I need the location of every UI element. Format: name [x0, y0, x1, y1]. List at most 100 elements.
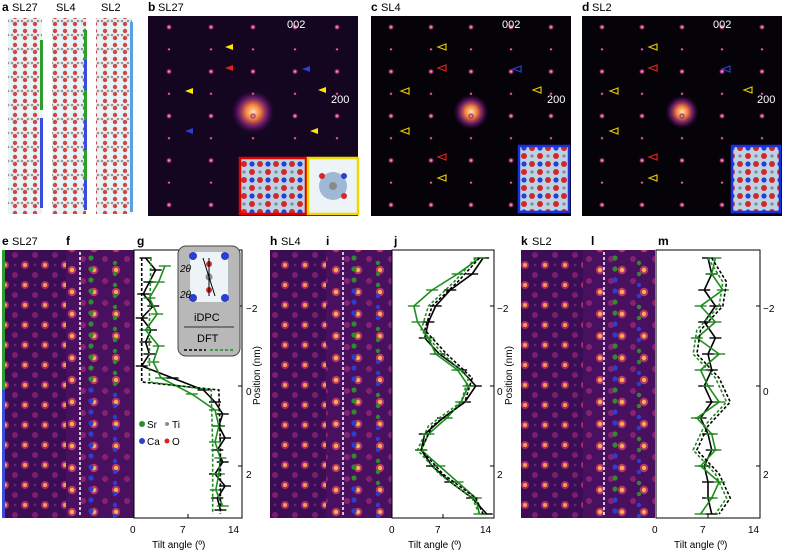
diffraction-spot — [758, 23, 766, 31]
diffraction-spot — [549, 47, 553, 52]
arrow-yellow-icon — [185, 88, 193, 94]
atom-sr — [612, 255, 618, 261]
diffraction-spot — [718, 23, 726, 31]
arrow-blue-icon — [302, 66, 310, 72]
diffraction-spot — [467, 157, 475, 164]
diffraction-spot — [389, 180, 393, 185]
atom-ca — [88, 464, 94, 470]
diffraction-spot — [467, 23, 475, 31]
diffraction-spot — [720, 47, 724, 52]
g-xlabel: Tilt angle (º) — [152, 540, 205, 551]
ylabel-position-2: Position (nm) — [504, 346, 515, 405]
panel-k-title: SL2 — [532, 236, 552, 248]
atom-ca — [636, 513, 642, 519]
diffraction-spot — [293, 91, 297, 96]
atom-sr — [351, 321, 357, 327]
panel-i-letter: i — [326, 234, 329, 248]
idpc-sl2-atoms — [612, 255, 642, 519]
atom-sr — [351, 332, 357, 338]
atom-ca — [636, 370, 642, 376]
atom-ca — [351, 486, 357, 492]
fft-sl2-center-spot — [665, 95, 699, 129]
atom-sr — [375, 326, 381, 332]
fft-sl2-label-002: 002 — [713, 19, 731, 31]
model-sl4 — [52, 18, 86, 214]
haadf-sl27 — [2, 250, 66, 518]
legend-ti-dot — [165, 422, 169, 426]
diffraction-spot — [387, 201, 395, 209]
diffraction-spot — [507, 157, 515, 164]
diffraction-spot — [600, 136, 604, 141]
diffraction-spot — [718, 157, 726, 164]
diffraction-spot — [249, 23, 257, 31]
atom-sr — [351, 255, 357, 261]
atom-sr — [636, 491, 642, 497]
arrow-yellow-open-icon — [742, 86, 753, 94]
atom-sr — [112, 348, 118, 354]
diffraction-spot — [291, 112, 299, 120]
panel-m: m 0 7 14 Tilt angle (º) −2 0 2 — [652, 234, 775, 551]
diffraction-spot — [640, 91, 644, 96]
atom-ca — [612, 332, 618, 338]
idpc-sl4 — [326, 250, 392, 518]
j-ytick-0: 0 — [497, 387, 503, 398]
diffraction-spot — [758, 68, 766, 75]
haadf-sl2 — [521, 250, 583, 518]
atom-ca — [636, 326, 642, 332]
atom-sr — [351, 453, 357, 459]
diffraction-spot — [680, 136, 684, 141]
ylabel-position-1: Position (nm) — [252, 346, 263, 405]
atom-ca — [612, 376, 618, 382]
arrow-red-open-icon — [436, 153, 447, 161]
panel-c-letter: c — [371, 0, 378, 14]
diffraction-spot — [640, 47, 644, 52]
atom-ca — [351, 365, 357, 371]
atom-sr — [351, 266, 357, 272]
diffraction-spot — [720, 91, 724, 96]
atom-sr — [112, 337, 118, 343]
diffraction-spot — [469, 47, 473, 52]
model-sl4-ca-stripe-1 — [84, 60, 87, 90]
atom-ca — [636, 425, 642, 431]
haadf-sl4 — [270, 250, 326, 518]
diffraction-spot — [427, 68, 435, 75]
atom-ca — [112, 414, 118, 420]
diffraction-spot — [678, 68, 686, 75]
atom-ca — [375, 513, 381, 519]
panel-a-title-sl27: SL27 — [12, 2, 38, 14]
atom-ca — [88, 398, 94, 404]
atom-sr — [636, 271, 642, 277]
inset-ca-atom-1 — [189, 252, 197, 260]
atom-ca — [112, 392, 118, 398]
atom-sr — [351, 475, 357, 481]
atom-ca — [88, 442, 94, 448]
series-dft-black-line — [420, 257, 484, 515]
diffraction-spot — [249, 68, 257, 75]
diffraction-spot — [209, 47, 213, 52]
arrow-yellow-open-icon — [608, 87, 619, 95]
diffraction-spot — [251, 136, 255, 141]
atom-ca — [112, 469, 118, 475]
atom-sr — [375, 414, 381, 420]
legend-o-dot — [164, 438, 170, 444]
panel-d: d SL2 002 200 — [582, 0, 782, 216]
fft-sl27-inset-yellow-o2 — [341, 193, 347, 199]
atom-sr — [375, 271, 381, 277]
diffraction-spot — [720, 136, 724, 141]
diffraction-spot — [467, 68, 475, 75]
atom-ca — [351, 310, 357, 316]
panel-h-title: SL4 — [281, 236, 301, 248]
plot-g — [133, 257, 243, 518]
panel-d-title: SL2 — [592, 2, 612, 14]
atom-sr — [636, 403, 642, 409]
atom-sr — [112, 260, 118, 266]
fft-sl4-center-spot — [453, 94, 489, 130]
atom-ca — [351, 508, 357, 514]
diffraction-spot — [469, 136, 473, 141]
inset-method-label: iDPC — [194, 312, 220, 324]
j-xtick-7: 7 — [435, 525, 441, 536]
atom-ca — [88, 508, 94, 514]
model-sl27 — [8, 18, 42, 214]
diffraction-spot — [335, 136, 339, 141]
